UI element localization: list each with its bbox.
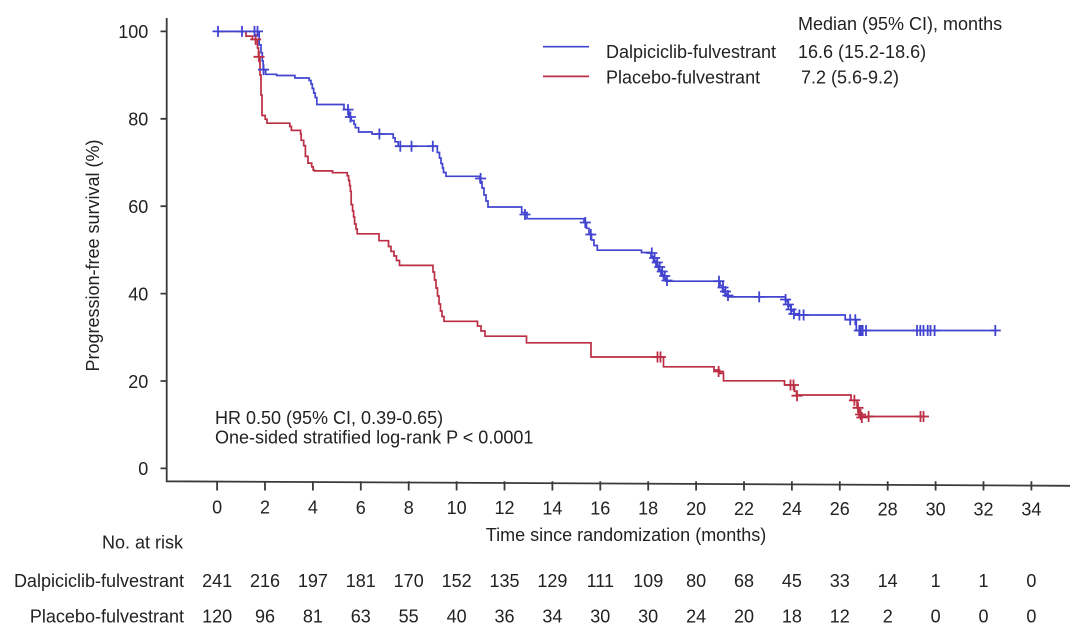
svg-text:30: 30 bbox=[590, 607, 610, 627]
svg-text:14: 14 bbox=[542, 498, 562, 518]
svg-text:1: 1 bbox=[931, 571, 941, 591]
svg-text:80: 80 bbox=[686, 571, 706, 591]
svg-text:40: 40 bbox=[128, 284, 148, 304]
svg-text:30: 30 bbox=[926, 499, 946, 519]
svg-text:16.6 (15.2-18.6): 16.6 (15.2-18.6) bbox=[798, 42, 926, 62]
svg-text:12: 12 bbox=[830, 607, 850, 627]
svg-text:Placebo-fulvestrant: Placebo-fulvestrant bbox=[606, 68, 760, 88]
svg-text:1: 1 bbox=[978, 571, 988, 591]
svg-text:One-sided stratified log-rank: One-sided stratified log-rank P < 0.0001 bbox=[215, 428, 533, 448]
svg-text:6: 6 bbox=[356, 498, 366, 518]
svg-text:7.2 (5.6-9.2): 7.2 (5.6-9.2) bbox=[801, 68, 899, 88]
svg-text:32: 32 bbox=[973, 500, 993, 520]
svg-text:100: 100 bbox=[118, 22, 148, 42]
svg-text:96: 96 bbox=[255, 607, 275, 627]
svg-text:18: 18 bbox=[638, 499, 658, 519]
svg-text:129: 129 bbox=[537, 571, 567, 591]
svg-text:24: 24 bbox=[686, 607, 706, 627]
svg-text:Median (95% CI), months: Median (95% CI), months bbox=[798, 14, 1002, 34]
svg-text:18: 18 bbox=[782, 607, 802, 627]
svg-text:16: 16 bbox=[590, 499, 610, 519]
svg-text:20: 20 bbox=[128, 372, 148, 392]
svg-text:0: 0 bbox=[212, 497, 222, 517]
svg-text:181: 181 bbox=[346, 571, 376, 591]
svg-text:Dalpiciclib-fulvestrant: Dalpiciclib-fulvestrant bbox=[14, 571, 184, 591]
svg-text:120: 120 bbox=[202, 607, 232, 627]
svg-text:55: 55 bbox=[399, 607, 419, 627]
svg-text:68: 68 bbox=[734, 571, 754, 591]
svg-text:22: 22 bbox=[734, 499, 754, 519]
svg-text:Progression-free survival (%): Progression-free survival (%) bbox=[83, 139, 103, 371]
svg-text:45: 45 bbox=[782, 571, 802, 591]
svg-text:No. at risk: No. at risk bbox=[102, 532, 184, 552]
svg-text:Placebo-fulvestrant: Placebo-fulvestrant bbox=[30, 607, 184, 627]
svg-text:109: 109 bbox=[633, 571, 663, 591]
svg-text:26: 26 bbox=[830, 499, 850, 519]
svg-text:34: 34 bbox=[1021, 500, 1041, 520]
svg-text:Dalpiciclib-fulvestrant: Dalpiciclib-fulvestrant bbox=[606, 42, 776, 62]
svg-text:2: 2 bbox=[260, 498, 270, 518]
svg-text:170: 170 bbox=[394, 571, 424, 591]
svg-text:81: 81 bbox=[303, 607, 323, 627]
svg-text:36: 36 bbox=[494, 607, 514, 627]
svg-text:0: 0 bbox=[138, 459, 148, 479]
svg-text:0: 0 bbox=[931, 607, 941, 627]
svg-text:14: 14 bbox=[878, 571, 898, 591]
svg-text:0: 0 bbox=[978, 607, 988, 627]
svg-text:20: 20 bbox=[734, 607, 754, 627]
svg-text:241: 241 bbox=[202, 571, 232, 591]
svg-text:63: 63 bbox=[351, 607, 371, 627]
svg-text:8: 8 bbox=[404, 498, 414, 518]
svg-text:20: 20 bbox=[686, 499, 706, 519]
svg-text:60: 60 bbox=[128, 197, 148, 217]
svg-text:HR 0.50 (95% CI, 0.39-0.65): HR 0.50 (95% CI, 0.39-0.65) bbox=[215, 408, 443, 428]
svg-text:Time since randomization (mont: Time since randomization (months) bbox=[486, 525, 766, 545]
svg-text:28: 28 bbox=[878, 499, 898, 519]
svg-text:12: 12 bbox=[494, 498, 514, 518]
svg-text:10: 10 bbox=[447, 498, 467, 518]
svg-text:4: 4 bbox=[308, 498, 318, 518]
svg-text:0: 0 bbox=[1026, 571, 1036, 591]
svg-text:40: 40 bbox=[447, 607, 467, 627]
svg-text:152: 152 bbox=[442, 571, 472, 591]
svg-text:0: 0 bbox=[1026, 607, 1036, 627]
svg-text:135: 135 bbox=[489, 571, 519, 591]
svg-text:33: 33 bbox=[830, 571, 850, 591]
svg-text:197: 197 bbox=[298, 571, 328, 591]
svg-text:216: 216 bbox=[250, 571, 280, 591]
svg-text:24: 24 bbox=[782, 499, 802, 519]
svg-text:2: 2 bbox=[883, 607, 893, 627]
svg-text:111: 111 bbox=[587, 571, 614, 591]
svg-text:80: 80 bbox=[128, 110, 148, 130]
svg-text:34: 34 bbox=[542, 607, 562, 627]
svg-text:30: 30 bbox=[638, 607, 658, 627]
